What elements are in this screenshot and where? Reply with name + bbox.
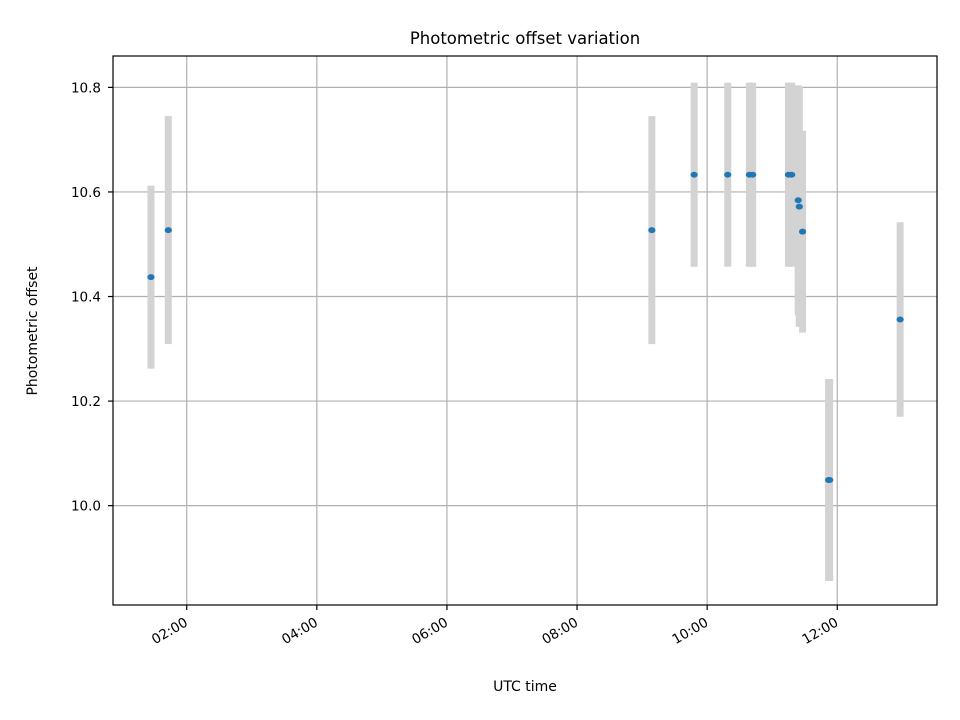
data-point — [165, 227, 172, 233]
chart-title: Photometric offset variation — [410, 29, 640, 48]
data-point — [897, 317, 904, 323]
x-axis-label: UTC time — [493, 679, 557, 695]
data-point — [724, 172, 731, 178]
y-axis-label: Photometric offset — [25, 266, 41, 396]
figure-background — [0, 0, 960, 720]
data-point — [795, 197, 802, 203]
data-point — [147, 274, 154, 280]
y-tick-label: 10.2 — [71, 394, 101, 410]
data-point — [788, 172, 795, 178]
data-point — [796, 204, 803, 210]
data-point — [648, 227, 655, 233]
data-point — [691, 172, 698, 178]
y-tick-label: 10.8 — [71, 80, 101, 96]
y-tick-label: 10.4 — [71, 290, 101, 306]
data-point — [799, 229, 806, 235]
y-tick-label: 10.0 — [71, 499, 101, 515]
chart: 02:00 04:00 06:00 08:00 10:00 12:00 10.010.21… — [0, 0, 960, 720]
y-tick-label: 10.6 — [71, 185, 101, 201]
data-point — [826, 477, 833, 483]
data-point — [749, 172, 756, 178]
